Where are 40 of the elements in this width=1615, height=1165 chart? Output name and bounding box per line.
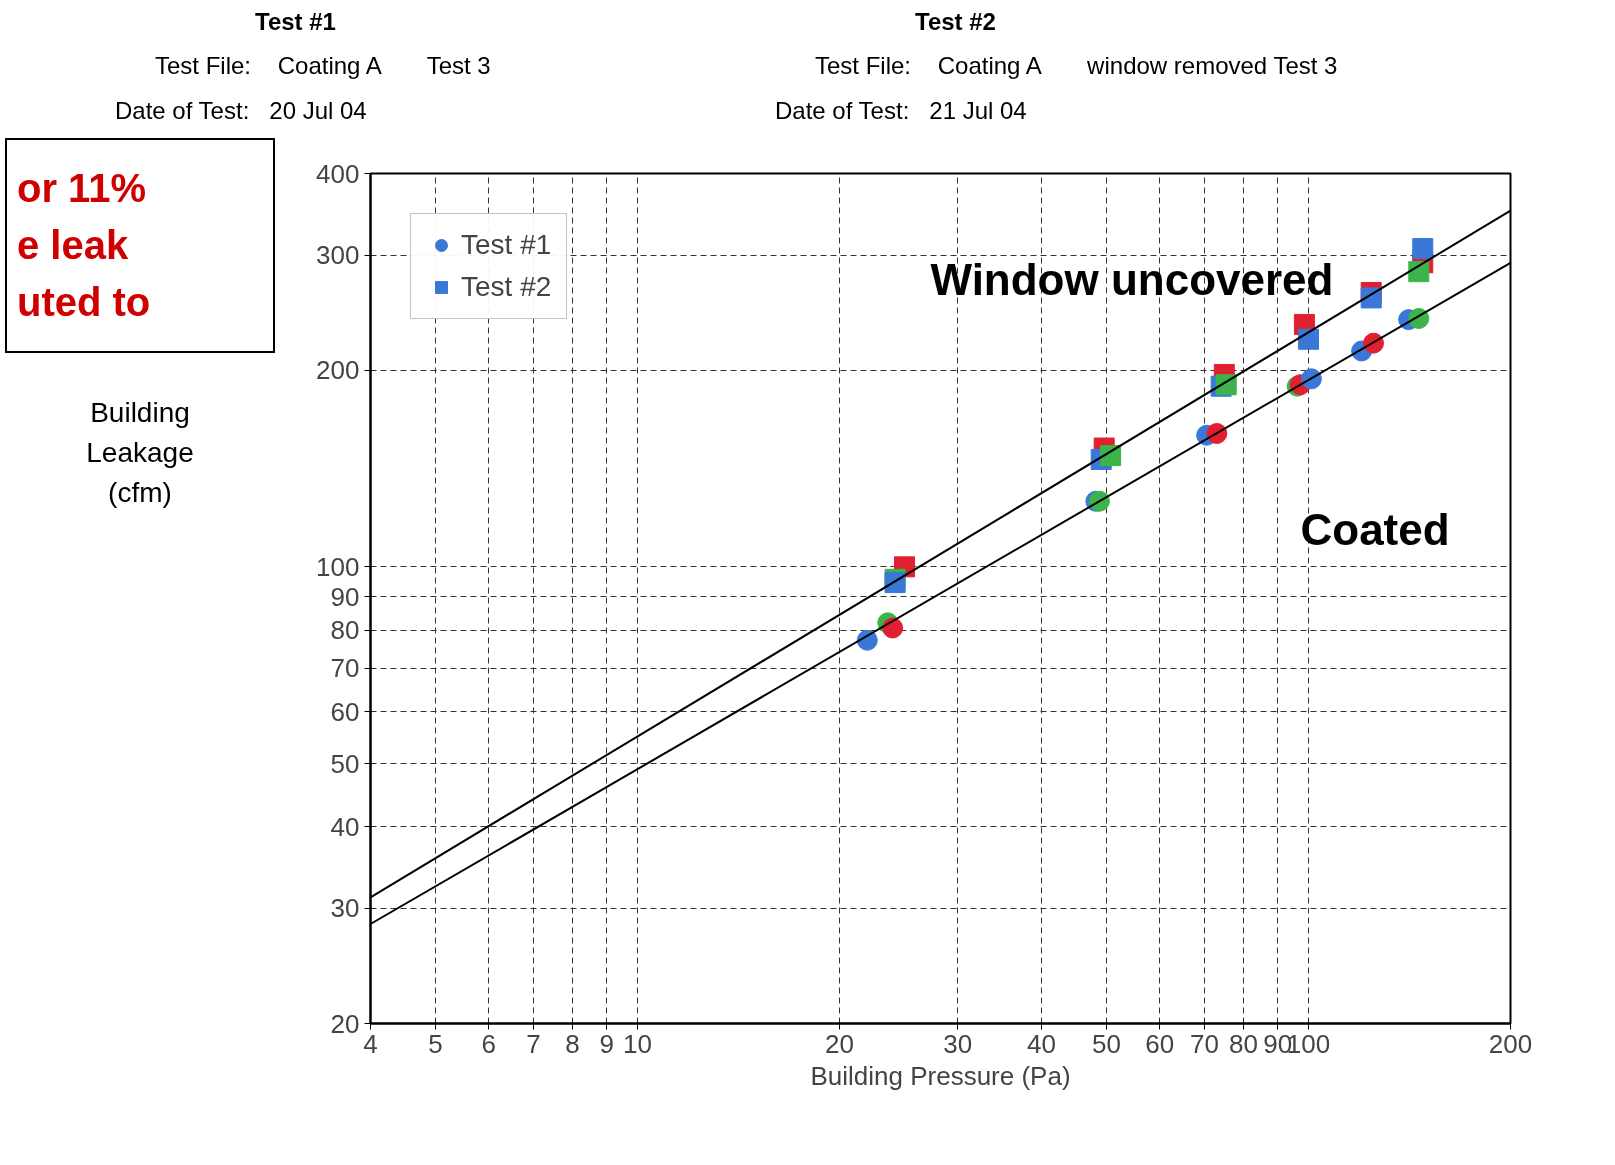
text: Test File: Coating A Test 3 xyxy=(155,51,491,82)
y-tick-label: 40 xyxy=(330,811,360,842)
legend-label: Test #1 xyxy=(461,228,552,261)
x-tick-label: 7 xyxy=(526,1028,541,1059)
text: or 11% e leak uted to xyxy=(17,164,151,327)
x-tick-label: 4 xyxy=(363,1028,378,1059)
annotation: Coated xyxy=(1300,504,1450,554)
y-tick-label: 20 xyxy=(330,1008,360,1039)
y-tick-label: 90 xyxy=(330,581,360,612)
y-tick-label: 30 xyxy=(330,893,360,924)
text: Date of Test: 20 Jul 04 xyxy=(115,95,367,126)
text: Test #2 xyxy=(915,7,996,37)
x-tick-label: 80 xyxy=(1229,1028,1258,1059)
x-tick-label: 9 xyxy=(599,1028,615,1059)
y-tick-label: 80 xyxy=(330,615,360,645)
x-tick-label: 200 xyxy=(1488,1028,1533,1059)
x-tick-label: 8 xyxy=(565,1028,580,1059)
annotation: Window uncovered xyxy=(930,254,1334,304)
x-tick-label: 5 xyxy=(428,1028,443,1059)
x-tick-label: 20 xyxy=(825,1028,854,1059)
y-tick-label: 100 xyxy=(316,551,360,582)
y-tick-label: 50 xyxy=(330,748,360,779)
x-tick-label: 10 xyxy=(623,1028,652,1059)
y-axis-title: Building Leakage (cfm) xyxy=(86,396,194,511)
x-tick-label: 30 xyxy=(943,1028,973,1059)
x-tick-label: 50 xyxy=(1092,1028,1121,1059)
text: Date of Test: 21 Jul 04 xyxy=(775,95,1027,126)
x-tick-label: 70 xyxy=(1190,1028,1220,1059)
x-tick-label: 40 xyxy=(1027,1028,1056,1059)
y-tick-label: 200 xyxy=(316,355,360,386)
y-tick-label: 400 xyxy=(316,158,360,189)
x-axis-title: Building Pressure (Pa) xyxy=(810,1060,1071,1091)
y-tick-label: 300 xyxy=(316,239,360,270)
y-tick-label: 70 xyxy=(330,652,360,683)
x-tick-label: 6 xyxy=(481,1028,496,1059)
x-tick-label: 60 xyxy=(1145,1028,1175,1059)
legend-label: Test #2 xyxy=(461,270,552,303)
y-tick-label: 60 xyxy=(330,696,360,727)
text: Test #1 xyxy=(255,7,336,37)
text: Test File: Coating A window removed Test 3 xyxy=(815,51,1338,82)
